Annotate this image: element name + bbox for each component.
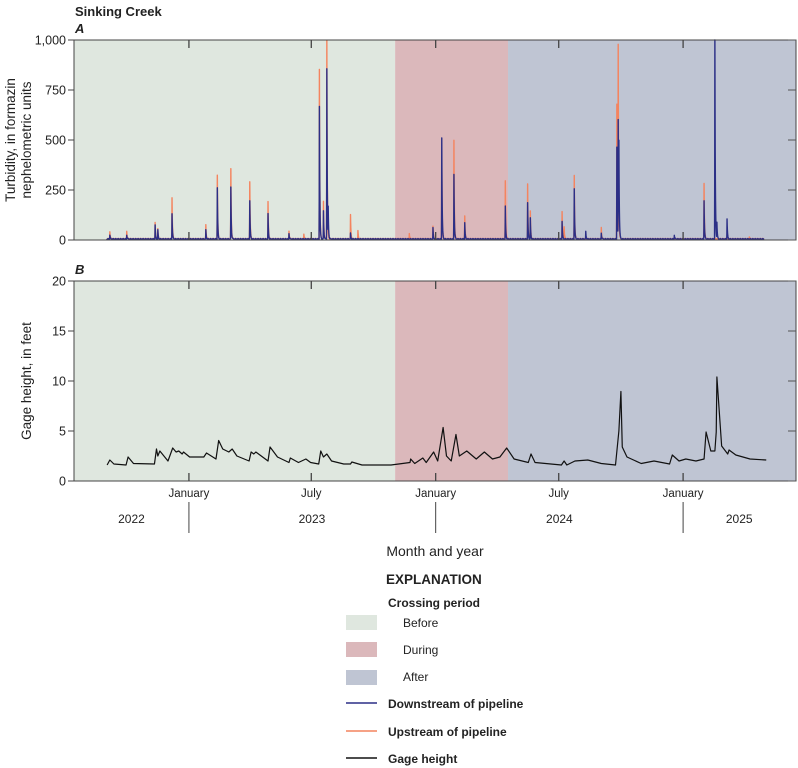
x-tick-label-year: 2023	[299, 512, 326, 526]
y-tick-label: 250	[45, 184, 66, 198]
x-tick-label-year: 2022	[118, 512, 145, 526]
legend-subtitle: Crossing period	[388, 596, 480, 610]
x-tick-label-month: January	[663, 488, 704, 500]
figure-title: Sinking Creek	[75, 4, 162, 19]
y-tick-label: 500	[45, 134, 66, 148]
legend-swatch-after	[346, 670, 377, 685]
legend-label-upstream: Upstream of pipeline	[388, 725, 507, 739]
legend-label-before: Before	[403, 616, 439, 630]
x-tick-label-month: January	[168, 488, 209, 500]
period-band-before	[74, 281, 396, 481]
y-axis-title-a-line1: Turbidity, in formazin	[3, 78, 18, 202]
x-tick-label-month: July	[301, 488, 322, 500]
period-band-during	[395, 281, 509, 481]
period-bands-b	[74, 281, 796, 481]
y-tick-label: 0	[59, 475, 66, 489]
legend: EXPLANATION Crossing period Before Durin…	[346, 572, 524, 766]
x-tick-label-year: 2024	[546, 512, 573, 526]
x-tick-label-month: January	[415, 488, 456, 500]
y-tick-label: 10	[52, 375, 66, 389]
y-tick-label: 1,000	[35, 34, 66, 48]
period-bands-a	[74, 40, 796, 240]
y-tick-label: 750	[45, 84, 66, 98]
legend-swatch-during	[346, 642, 377, 657]
legend-label-gage: Gage height	[388, 752, 457, 766]
period-band-after	[508, 281, 796, 481]
y-axis-title-b: Gage height, in feet	[19, 322, 34, 440]
gage-plot	[106, 376, 767, 466]
x-tick-label-year: 2025	[726, 512, 753, 526]
legend-label-downstream: Downstream of pipeline	[388, 697, 524, 711]
y-tick-label: 0	[59, 234, 66, 248]
y-tick-label: 15	[52, 325, 66, 339]
legend-label-after: After	[403, 670, 428, 684]
series-gage-height	[106, 376, 767, 466]
x-tick-label-month: July	[548, 488, 569, 500]
panel-b-label: B	[75, 262, 84, 277]
period-band-before	[74, 40, 396, 240]
legend-label-during: During	[403, 643, 438, 657]
y-axis-title-a-line2: nephelometric units	[19, 81, 34, 198]
y-tick-label: 20	[52, 275, 66, 289]
period-band-during	[395, 40, 509, 240]
x-axis-title: Month and year	[386, 543, 484, 559]
legend-title: EXPLANATION	[386, 572, 482, 587]
period-band-after	[508, 40, 796, 240]
axes: 0 250 500 750 1,000 0 5 10 15 20 January July Januar…	[35, 34, 797, 533]
y-tick-label: 5	[59, 425, 66, 439]
panel-a-label: A	[74, 21, 84, 36]
legend-swatch-before	[346, 615, 377, 630]
